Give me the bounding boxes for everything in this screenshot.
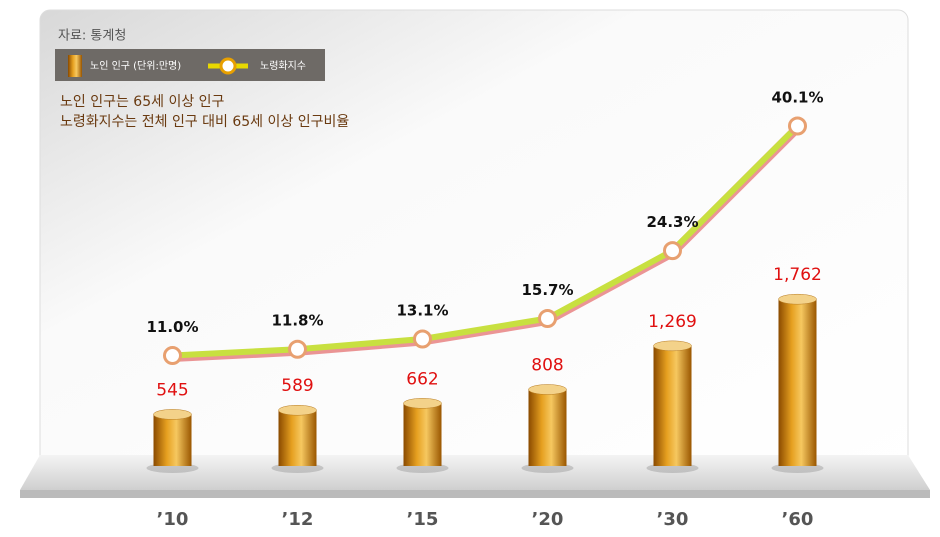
line-marker	[413, 329, 432, 349]
line-marker	[163, 346, 182, 366]
value-label: 808	[531, 356, 563, 376]
line-marker	[663, 241, 682, 261]
bar	[778, 299, 817, 466]
value-label: 11.0%	[146, 318, 198, 336]
value-label: 545	[156, 380, 188, 400]
legend	[55, 49, 325, 81]
line-marker	[788, 116, 807, 136]
bar	[278, 410, 317, 466]
bar-cap	[278, 404, 317, 416]
legend-marker	[219, 57, 237, 75]
bar-cap	[653, 340, 692, 352]
value-label: 1,269	[648, 312, 697, 332]
x-tick-label: ’10	[157, 509, 189, 530]
annotation: 노령화지수는 전체 인구 대비 65세 이상 인구비율	[60, 114, 349, 130]
value-label: 589	[281, 376, 313, 396]
value-label: 11.8%	[271, 312, 323, 330]
value-label: 15.7%	[521, 281, 573, 299]
value-label: 13.1%	[396, 301, 448, 319]
bar-cap	[153, 409, 192, 420]
legend-swatch	[68, 55, 82, 77]
value-label: 1,762	[773, 265, 822, 285]
bar	[653, 345, 692, 466]
bar-cap	[528, 384, 567, 395]
x-tick-label: ’20	[532, 509, 564, 530]
source: 자료: 통계청	[58, 29, 126, 44]
value-label: 24.3%	[646, 213, 698, 231]
bar-cap	[778, 293, 817, 305]
legend-label: 노인 인구 (단위:만명)	[90, 59, 181, 72]
line-marker	[288, 339, 307, 359]
annotation: 노인 인구는 65세 이상 인구	[60, 94, 225, 110]
x-tick-label: ’12	[282, 509, 314, 530]
value-label: 40.1%	[771, 88, 823, 106]
bar	[403, 403, 442, 466]
line-marker	[538, 308, 557, 328]
x-tick-label: ’60	[782, 509, 814, 530]
x-tick-label: ’15	[407, 509, 439, 530]
line	[172, 123, 800, 359]
bar-cap	[403, 398, 442, 409]
floor-edge	[20, 490, 930, 498]
bar	[153, 414, 192, 466]
floor	[20, 455, 930, 490]
legend-label: 노령화지수	[260, 60, 306, 72]
bar	[528, 389, 567, 466]
x-tick-label: ’30	[657, 509, 689, 530]
value-label: 662	[406, 369, 438, 389]
